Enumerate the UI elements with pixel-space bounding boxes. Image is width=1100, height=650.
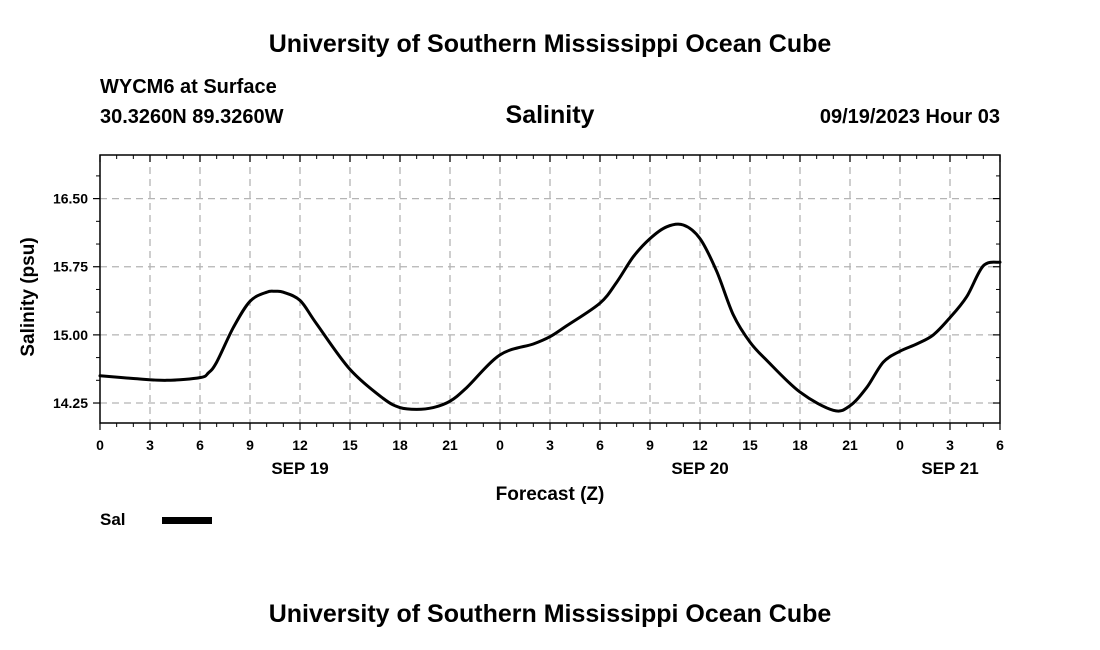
y-tick-label: 15.00 (53, 327, 88, 343)
legend-swatch-sal (162, 517, 212, 524)
y-axis-label: Salinity (psu) (18, 237, 39, 356)
coordinates-label: 30.3260N 89.3260W (100, 106, 284, 128)
series-line-sal (98, 222, 1002, 413)
x-tick-label: 12 (692, 437, 708, 453)
datetime-label: 09/19/2023 Hour 03 (819, 106, 1000, 128)
y-tick-label: 14.25 (53, 395, 88, 411)
x-tick-label: 3 (946, 437, 954, 453)
variable-title: Salinity (505, 101, 595, 129)
station-label: WYCM6 at Surface (100, 76, 277, 98)
x-tick-label: 3 (146, 437, 154, 453)
x-tick-label: 3 (546, 437, 554, 453)
date-label: SEP 20 (671, 459, 728, 478)
x-tick-label: 18 (792, 437, 808, 453)
x-tick-label: 12 (292, 437, 308, 453)
x-tick-label: 9 (246, 437, 254, 453)
x-tick-label: 6 (996, 437, 1004, 453)
x-tick-label: 21 (842, 437, 858, 453)
x-tick-label: 0 (496, 437, 504, 453)
x-tick-label: 0 (896, 437, 904, 453)
legend-label-sal: Sal (100, 510, 126, 529)
date-label: SEP 19 (271, 459, 328, 478)
chart-title-top: University of Southern Mississippi Ocean… (268, 30, 832, 58)
x-axis-label: Forecast (Z) (496, 484, 605, 505)
x-tick-label: 15 (742, 437, 758, 453)
date-label: SEP 21 (921, 459, 978, 478)
x-tick-label: 6 (596, 437, 604, 453)
x-tick-label: 0 (96, 437, 104, 453)
x-tick-label: 21 (442, 437, 458, 453)
x-tick-label: 6 (196, 437, 204, 453)
y-tick-label: 16.50 (53, 191, 88, 207)
x-tick-label: 9 (646, 437, 654, 453)
x-tick-label: 18 (392, 437, 408, 453)
chart-title-bottom: University of Southern Mississippi Ocean… (268, 600, 832, 628)
y-tick-label: 15.75 (53, 259, 88, 275)
x-tick-label: 15 (342, 437, 358, 453)
